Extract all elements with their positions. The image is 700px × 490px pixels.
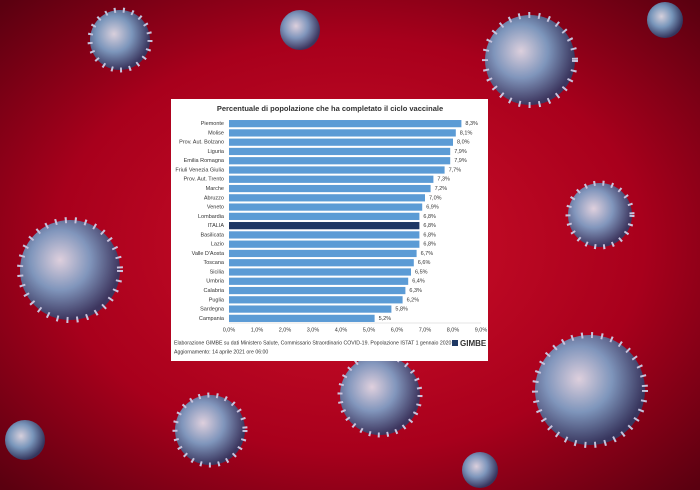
- x-tick-label: 9,0%: [475, 327, 488, 333]
- value-label: 6,6%: [418, 260, 431, 266]
- bar: [229, 259, 414, 267]
- virus-decoration: [5, 2, 683, 488]
- bar: [229, 120, 462, 128]
- bar: [229, 184, 431, 193]
- bar: [229, 194, 425, 202]
- value-label: 6,5%: [415, 269, 428, 275]
- y-tick-label: Umbria: [206, 279, 225, 285]
- value-label: 7,7%: [449, 167, 462, 173]
- bar: [229, 203, 423, 211]
- y-tick-label: Lazio: [211, 242, 224, 248]
- bar: [229, 231, 420, 239]
- value-label: 6,9%: [426, 205, 439, 211]
- bar: [229, 222, 420, 230]
- bar: [229, 212, 420, 220]
- bar: [229, 286, 406, 295]
- bar: [229, 166, 445, 174]
- y-tick-label: ITALIA: [208, 223, 225, 229]
- value-label: 6,8%: [423, 242, 436, 248]
- y-tick-label: Sardegna: [200, 307, 225, 313]
- bar: [229, 157, 451, 165]
- value-label: 6,8%: [423, 223, 436, 229]
- value-label: 6,2%: [407, 297, 420, 303]
- y-tick-label: Marche: [206, 186, 224, 192]
- x-tick-label: 1,0%: [251, 327, 264, 333]
- bar: [229, 129, 456, 137]
- y-tick-label: Emilia Romagna: [184, 158, 225, 164]
- bar: [229, 138, 453, 146]
- value-label: 6,8%: [423, 214, 436, 220]
- y-tick-label: Abruzzo: [204, 195, 224, 201]
- bar: [229, 249, 417, 258]
- chart-title: Percentuale di popolazione che ha comple…: [217, 104, 443, 113]
- y-tick-label: Liguria: [207, 149, 224, 155]
- y-tick-label: Molise: [208, 130, 224, 136]
- bar: [229, 175, 434, 183]
- value-label: 6,4%: [412, 279, 425, 285]
- bar: [229, 277, 409, 285]
- bar: [229, 240, 420, 248]
- x-tick-label: 2,0%: [279, 327, 292, 333]
- logo-icon: [452, 340, 458, 346]
- value-label: 8,3%: [465, 121, 478, 127]
- x-tick-label: 4,0%: [335, 327, 348, 333]
- value-label: 8,1%: [460, 130, 473, 136]
- y-tick-label: Friuli Venezia Giulia: [175, 167, 225, 173]
- y-tick-label: Calabria: [204, 288, 225, 294]
- bar: [229, 147, 451, 156]
- update-note: Aggiornamento: 14 aprile 2021 ore 06:00: [174, 349, 268, 355]
- value-label: 7,2%: [435, 186, 448, 192]
- bar: [229, 314, 375, 322]
- value-label: 6,3%: [409, 288, 422, 294]
- value-label: 7,9%: [454, 158, 467, 164]
- y-tick-label: Prov. Aut. Bolzano: [179, 140, 224, 146]
- x-tick-label: 8,0%: [447, 327, 460, 333]
- y-tick-label: Sicilia: [210, 269, 225, 275]
- y-tick-label: Lombardia: [198, 214, 225, 220]
- source-note: Elaborazione GIMBE su dati Ministero Sal…: [174, 340, 451, 346]
- value-label: 6,8%: [423, 232, 436, 238]
- y-tick-label: Veneto: [207, 205, 224, 211]
- y-tick-label: Basilicata: [200, 232, 224, 238]
- logo: GIMBE: [460, 339, 487, 348]
- value-label: 5,2%: [379, 316, 392, 322]
- x-tick-label: 6,0%: [391, 327, 404, 333]
- x-tick-label: 0,0%: [223, 327, 236, 333]
- value-label: 6,7%: [421, 251, 434, 257]
- value-label: 7,3%: [437, 177, 450, 183]
- y-tick-label: Campania: [199, 316, 225, 322]
- x-tick-label: 3,0%: [307, 327, 320, 333]
- bar: [229, 268, 411, 276]
- bar: [229, 296, 403, 304]
- x-tick-label: 5,0%: [363, 327, 376, 333]
- y-tick-label: Puglia: [209, 297, 225, 303]
- value-label: 7,0%: [429, 195, 442, 201]
- y-tick-label: Toscana: [204, 260, 225, 266]
- y-tick-label: Piemonte: [201, 121, 224, 127]
- value-label: 5,8%: [395, 307, 408, 313]
- value-label: 8,0%: [457, 140, 470, 146]
- bar: [229, 305, 392, 313]
- value-label: 7,9%: [454, 149, 467, 155]
- y-tick-label: Valle D'Aosta: [192, 251, 225, 257]
- y-tick-label: Prov. Aut. Trento: [183, 177, 224, 183]
- x-tick-label: 7,0%: [419, 327, 432, 333]
